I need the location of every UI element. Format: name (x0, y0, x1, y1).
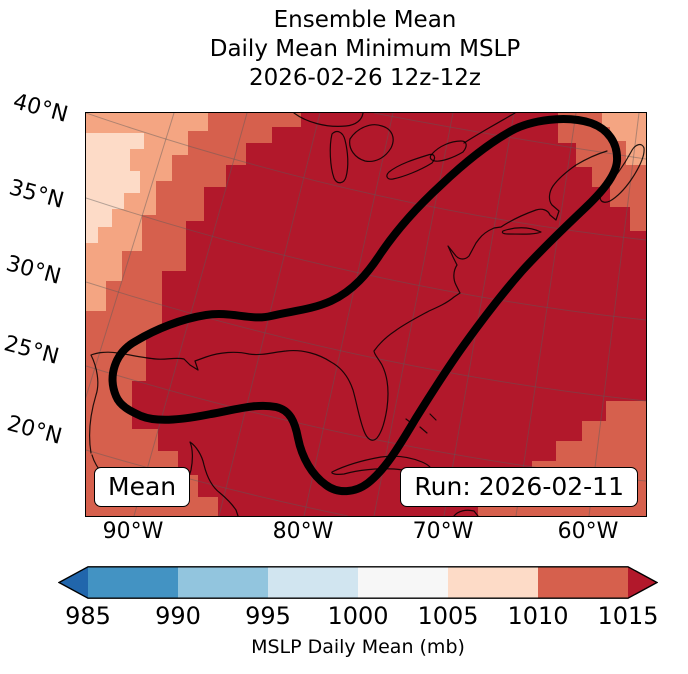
latitude-tick-label: 25°N (1, 331, 62, 370)
colorbar-under-arrow (59, 566, 88, 599)
colorbar-segment (268, 566, 358, 599)
colorbar-segment (88, 566, 178, 599)
longitude-tick-label: 90°W (102, 519, 164, 544)
map-panel (48, 112, 647, 517)
colorbar-tick-label: 995 (245, 602, 291, 630)
colorbar (57, 566, 659, 599)
colorbar-segment (178, 566, 268, 599)
colorbar-tick-label: 985 (65, 602, 111, 630)
run-annotation-text: Run: 2026-02-11 (414, 472, 624, 501)
colorbar-tick-label: 1015 (597, 602, 659, 630)
figure-title: Ensemble Mean Daily Mean Minimum MSLP 20… (85, 6, 645, 93)
colorbar-outline (57, 566, 659, 599)
longitude-tick-label: 80°W (272, 519, 334, 544)
latitude-tick-label: 30°N (3, 251, 64, 290)
colorbar-title: MSLP Daily Mean (mb) (251, 636, 465, 658)
colorbar-segment (358, 566, 448, 599)
colorbar-svg (57, 566, 659, 599)
map-svg (48, 112, 647, 517)
latitude-tick-label: 35°N (6, 175, 67, 214)
ensemble-contour (108, 115, 622, 496)
colorbar-tick-label: 1005 (417, 602, 479, 630)
latitude-tick-label: 20°N (4, 411, 65, 450)
run-annotation-box: Run: 2026-02-11 (400, 467, 638, 507)
title-line-1: Ensemble Mean (273, 7, 457, 33)
colorbar-over-arrow (628, 566, 657, 599)
mean-annotation-box: Mean (94, 467, 191, 507)
longitude-tick-label: 60°W (557, 519, 619, 544)
title-line-3: 2026-02-26 12z-12z (249, 65, 481, 91)
colorbar-segment (538, 566, 628, 599)
latitude-tick-label: 40°N (10, 89, 71, 128)
colorbar-segment (448, 566, 538, 599)
colorbar-tick-label: 1000 (327, 602, 389, 630)
longitude-tick-label: 70°W (412, 519, 474, 544)
title-line-2: Daily Mean Minimum MSLP (209, 36, 521, 62)
field-1005-1010 (86, 133, 144, 243)
colorbar-tick-label: 1010 (507, 602, 569, 630)
colorbar-tick-label: 990 (155, 602, 201, 630)
mean-annotation-text: Mean (108, 472, 177, 501)
